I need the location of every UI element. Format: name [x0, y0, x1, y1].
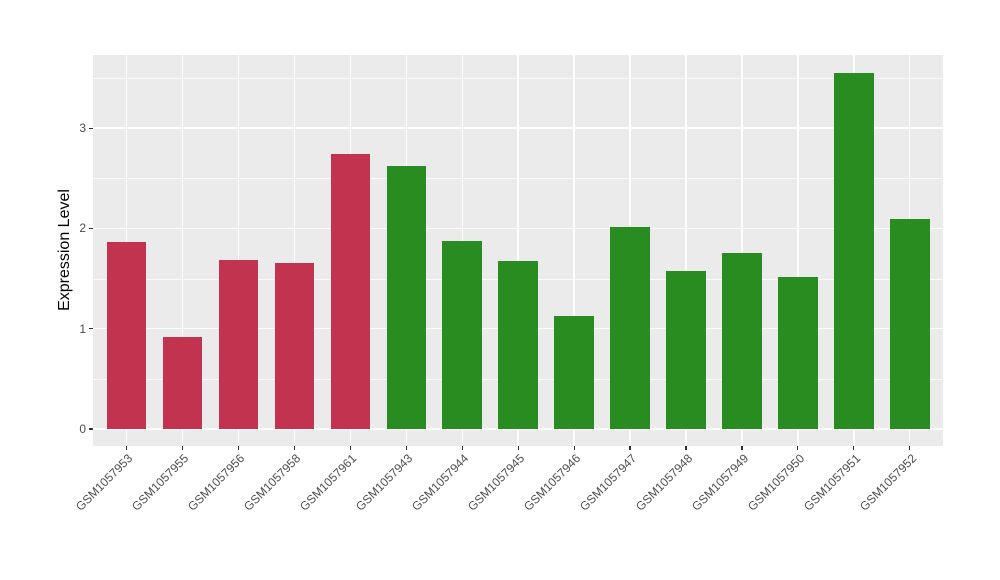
y-tick-mark [89, 227, 93, 229]
gridline-vertical-major [293, 55, 296, 446]
x-tick-mark [909, 446, 911, 450]
bar-GSM1057946 [554, 315, 594, 429]
x-tick-label-GSM1057945: GSM1057945 [465, 451, 528, 514]
gridline-vertical-major [573, 55, 575, 446]
y-tick-label-1: 1 [79, 321, 86, 336]
bar-GSM1057956 [218, 259, 259, 429]
x-tick-label-GSM1057948: GSM1057948 [632, 451, 696, 514]
x-tick-label-GSM1057947: GSM1057947 [576, 451, 640, 514]
y-tick-label-2: 2 [79, 221, 86, 236]
x-tick-label-GSM1057958: GSM1057958 [241, 451, 304, 514]
gridline-vertical-major [517, 55, 519, 446]
x-tick-mark [517, 446, 519, 450]
x-tick-label-GSM1057951: GSM1057951 [800, 451, 864, 514]
y-tick-mark [89, 328, 93, 330]
plot-area [93, 55, 943, 446]
x-tick-mark [797, 446, 799, 450]
x-tick-mark [853, 446, 855, 450]
x-tick-mark [405, 446, 407, 450]
x-tick-mark [685, 446, 687, 450]
gridline-vertical-major [237, 55, 240, 446]
bar-GSM1057961 [330, 154, 371, 429]
bar-GSM1057945 [498, 260, 538, 429]
x-tick-label-GSM1057950: GSM1057950 [744, 451, 808, 514]
x-tick-mark [125, 446, 128, 450]
bar-GSM1057955 [162, 336, 203, 429]
x-tick-label-GSM1057961: GSM1057961 [297, 451, 360, 514]
gridline-vertical-major [181, 55, 184, 446]
bar-GSM1057950 [778, 276, 818, 429]
y-tick-mark [89, 428, 93, 430]
x-tick-mark [181, 446, 184, 450]
bar-GSM1057948 [666, 270, 706, 429]
bar-GSM1057952 [890, 219, 930, 429]
bar-GSM1057951 [834, 72, 874, 429]
x-tick-label-GSM1057943: GSM1057943 [353, 451, 416, 514]
bar-GSM1057958 [274, 262, 315, 429]
bar-GSM1057947 [610, 227, 650, 429]
x-tick-mark [237, 446, 239, 450]
x-tick-label-GSM1057952: GSM1057952 [856, 451, 920, 514]
x-tick-mark [293, 446, 295, 450]
bar-GSM1057953 [106, 242, 147, 429]
x-tick-mark [629, 446, 631, 450]
x-tick-mark [573, 446, 575, 450]
x-tick-label-GSM1057949: GSM1057949 [688, 451, 752, 514]
y-axis-title: Expression Level [56, 189, 73, 311]
x-tick-label-GSM1057946: GSM1057946 [521, 451, 584, 514]
bar-GSM1057944 [442, 241, 482, 429]
gridline-vertical-major [741, 55, 743, 446]
x-tick-mark [461, 446, 463, 450]
bar-GSM1057943 [386, 166, 426, 429]
y-tick-mark [89, 127, 93, 129]
x-tick-mark [741, 446, 743, 450]
gridline-vertical-major [685, 55, 687, 446]
x-tick-label-GSM1057956: GSM1057956 [185, 451, 248, 514]
x-tick-label-GSM1057944: GSM1057944 [409, 451, 472, 514]
y-tick-label-0: 0 [79, 422, 86, 436]
x-tick-label-GSM1057955: GSM1057955 [129, 451, 192, 514]
gridline-vertical-major [797, 55, 799, 446]
x-tick-label-GSM1057953: GSM1057953 [73, 451, 136, 514]
y-tick-label-3: 3 [79, 121, 86, 136]
bar-GSM1057949 [722, 253, 762, 429]
x-tick-mark [349, 446, 351, 450]
